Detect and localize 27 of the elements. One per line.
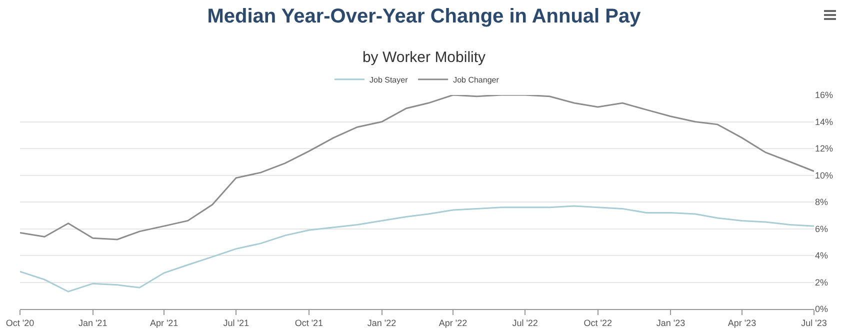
y-tick-label: 14% (815, 116, 834, 127)
chart-title: Median Year-Over-Year Change in Annual Pay (207, 5, 642, 28)
y-tick-label: 4% (815, 250, 828, 261)
y-tick-label: 10% (815, 170, 834, 180)
y-tick-label: 8% (815, 197, 828, 208)
line-series (20, 205, 814, 292)
x-tick-label: Jul '22 (512, 318, 538, 328)
x-tick-label: Apr '22 (438, 318, 468, 328)
x-tick-label: Jul '21 (223, 318, 249, 328)
y-tick-label: 12% (815, 144, 834, 154)
chart-subtitle: by Worker Mobility (362, 48, 486, 66)
x-tick-label: Apr '23 (728, 318, 756, 328)
legend-label: Job Changer (453, 76, 500, 85)
x-tick-label: Oct '20 (6, 318, 34, 328)
y-tick-label: 16% (815, 90, 834, 100)
x-tick-label: Apr '21 (150, 318, 178, 328)
x-tick-label: Jan '23 (656, 318, 686, 328)
x-tick-label: Jan '22 (367, 318, 396, 328)
x-tick-label: Oct '22 (584, 318, 612, 328)
line-series (20, 95, 814, 240)
y-tick-label: 6% (815, 224, 828, 234)
x-tick-label: Oct '21 (294, 318, 324, 328)
y-tick-label: 0% (815, 304, 828, 314)
legend-label: Job Stayer (370, 76, 408, 85)
x-tick-label: Jul '23 (801, 318, 827, 328)
x-tick-label: Jan '21 (78, 318, 108, 328)
y-tick-label: 2% (815, 277, 828, 288)
